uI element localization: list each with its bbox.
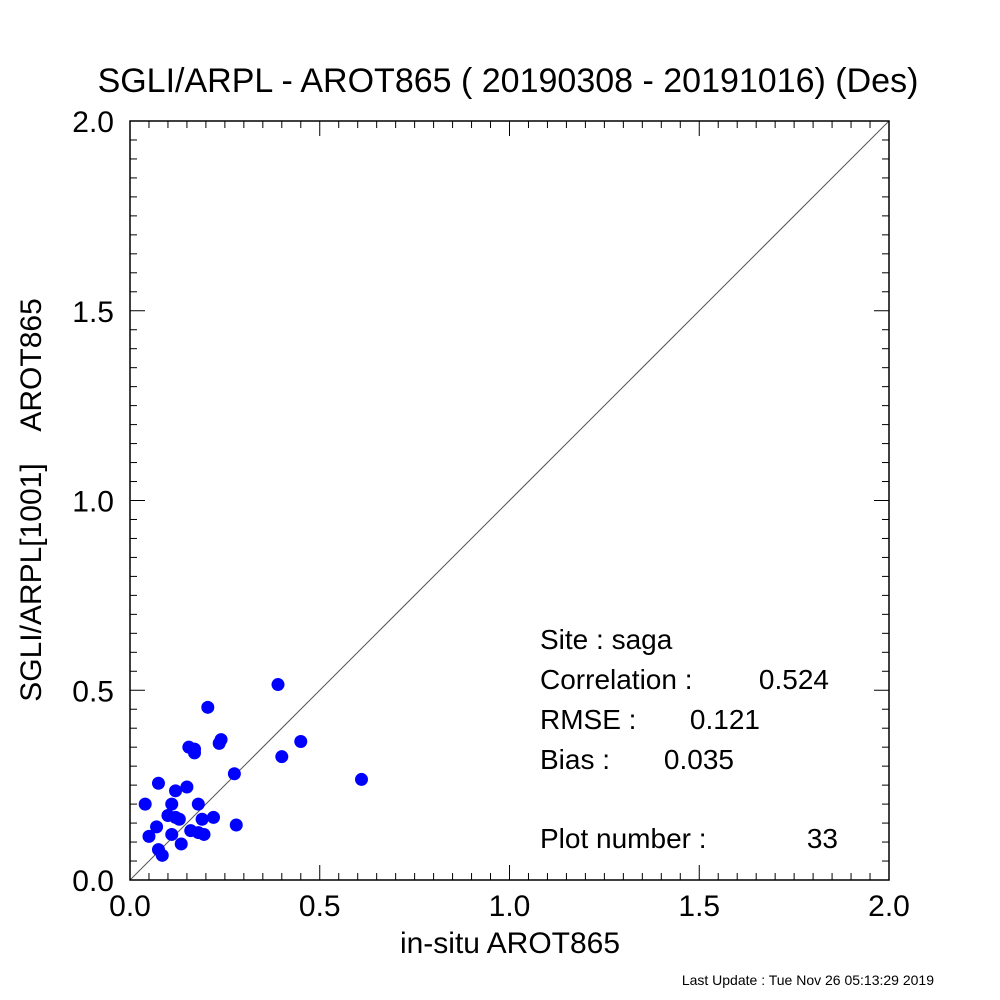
y-axis-label: SGLI/ARPL[1001] AROT865 (15, 298, 48, 702)
data-point (354, 772, 368, 786)
data-point (271, 678, 285, 692)
data-point (214, 733, 228, 747)
data-point (197, 827, 211, 841)
y-tick-label: 1.0 (72, 486, 114, 519)
y-tick-label: 0.0 (72, 865, 114, 898)
y-tick-label: 1.5 (72, 296, 114, 329)
data-point (150, 820, 164, 834)
data-point (191, 797, 205, 811)
correlation-label: Correlation : (540, 664, 693, 695)
data-point (169, 784, 183, 798)
plot-number-value: 33 (807, 823, 838, 854)
data-point (138, 797, 152, 811)
data-point (180, 780, 194, 794)
x-tick-label: 0.0 (109, 890, 151, 923)
data-point (174, 837, 188, 851)
one-to-one-reference-line (129, 120, 890, 881)
plot-number-label: Plot number : (540, 823, 707, 854)
data-point (165, 827, 179, 841)
x-tick-label: 0.5 (299, 890, 341, 923)
bias-label: Bias : (540, 744, 610, 775)
y-tick-label: 0.5 (72, 675, 114, 708)
rmse-label: RMSE : (540, 704, 636, 735)
data-point (188, 746, 202, 760)
x-tick-label: 1.5 (678, 890, 720, 923)
minor-ticks (129, 120, 890, 881)
x-axis-label: in-situ AROT865 (400, 927, 620, 960)
data-point (275, 750, 289, 764)
x-tick-label: 1.0 (489, 890, 531, 923)
data-point (195, 812, 209, 826)
x-tick-label: 2.0 (868, 890, 910, 923)
chart-title: SGLI/ARPL - AROT865 ( 20190308 - 2019101… (98, 62, 919, 100)
data-point (165, 797, 179, 811)
site-label: Site : saga (540, 624, 673, 655)
data-point (201, 700, 215, 714)
plot-frame (129, 120, 890, 881)
bias-value: 0.035 (664, 744, 734, 775)
data-point (172, 812, 186, 826)
correlation-value: 0.524 (759, 664, 829, 695)
last-update-footer: Last Update : Tue Nov 26 05:13:29 2019 (682, 972, 934, 988)
data-point (142, 829, 156, 843)
stats-panel: Site : saga Correlation : 0.524 RMSE : 0… (540, 624, 838, 854)
data-point (229, 818, 243, 832)
data-point (227, 767, 241, 781)
rmse-value: 0.121 (690, 704, 760, 735)
data-point (155, 848, 169, 862)
tick-labels: 0.0 0.5 1.0 1.5 2.0 0.0 0.5 1.0 1.5 2.0 (72, 106, 910, 923)
data-point (294, 734, 308, 748)
data-point (151, 776, 165, 790)
data-points (138, 678, 368, 862)
y-tick-label: 2.0 (72, 106, 114, 139)
data-point (206, 810, 220, 824)
